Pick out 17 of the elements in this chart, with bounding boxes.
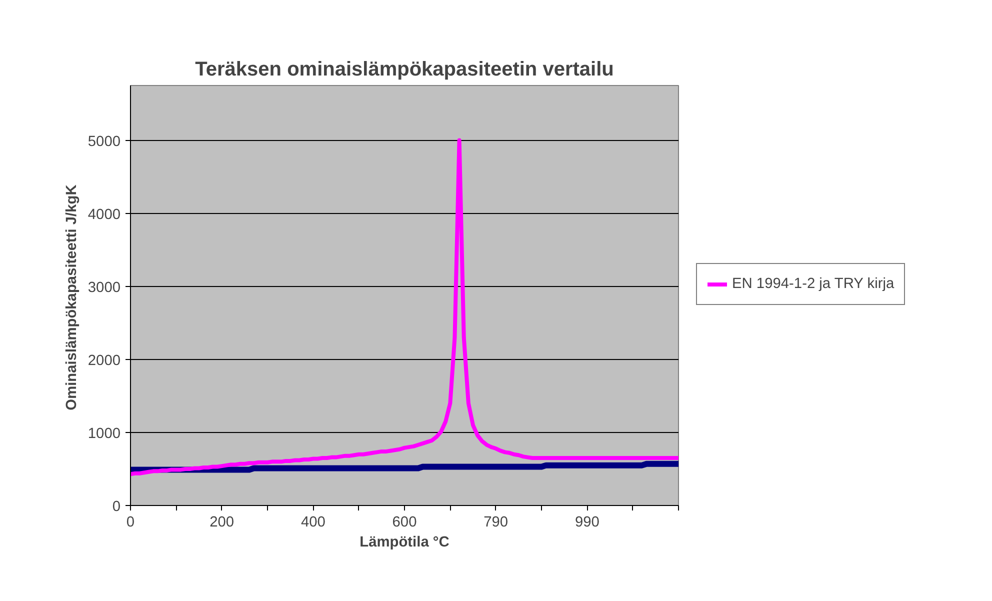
x-tick-label: 790	[484, 514, 508, 530]
y-tick-label: 0	[112, 499, 121, 515]
line-series	[130, 138, 678, 476]
y-tick-label: 2000	[88, 352, 121, 369]
x-tick-label: 200	[210, 514, 234, 530]
x-tick-label: 400	[300, 514, 326, 530]
y-tick-label: 4000	[88, 206, 121, 223]
y-tick-label: 3000	[88, 280, 121, 296]
y-axis-title: Ominaislämpökapasiteetti J/kgK	[64, 184, 80, 410]
x-tick-label: 990	[574, 514, 600, 530]
chart-title: Teräksen ominaislämpökapasiteetin vertailu	[195, 58, 614, 80]
x-tick-label: 0	[126, 514, 135, 530]
legend-label: EN 1994-1-2 ja TRY kirja	[732, 276, 894, 292]
x-tick-label: 600	[392, 514, 417, 530]
y-tick-label: 5000	[88, 134, 121, 150]
y-tick-label: 1000	[88, 426, 121, 442]
x-axis-title: Lämpötila °C	[360, 534, 450, 550]
